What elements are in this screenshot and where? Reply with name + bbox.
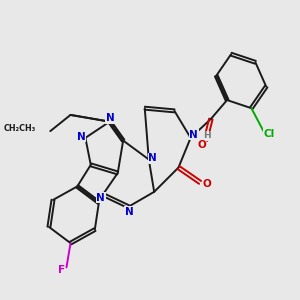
Text: N: N [148, 153, 157, 163]
Text: N: N [77, 131, 86, 142]
Text: O: O [202, 179, 211, 189]
Text: N: N [96, 193, 105, 203]
Text: Cl: Cl [264, 129, 275, 139]
Text: F: F [58, 265, 64, 275]
Text: O: O [197, 140, 206, 150]
Text: CH₂CH₃: CH₂CH₃ [3, 124, 35, 133]
Text: N: N [125, 206, 134, 217]
Text: H: H [203, 131, 211, 140]
Text: N: N [190, 130, 198, 140]
Text: N: N [106, 113, 115, 123]
